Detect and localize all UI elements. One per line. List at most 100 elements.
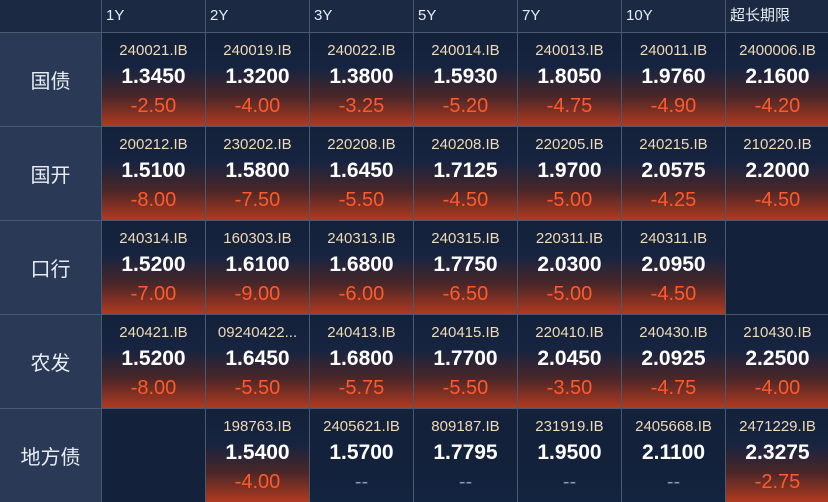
bond-cell[interactable]: 240019.IB 1.3200 -4.00 (206, 33, 309, 126)
bond-change: -2.50 (130, 95, 177, 117)
bond-cell[interactable]: 240430.IB 2.0925 -4.75 (622, 315, 725, 408)
bond-change: -5.50 (442, 377, 489, 399)
bond-cell[interactable]: 240413.IB 1.6800 -5.75 (310, 315, 413, 408)
bond-yield: 1.9760 (641, 65, 706, 88)
bond-cell[interactable]: 240313.IB 1.6800 -6.00 (310, 221, 413, 314)
bond-cell[interactable]: 2405668.IB 2.1100 -- (622, 409, 725, 502)
row-label: 国开 (0, 127, 101, 220)
bond-change: -7.00 (130, 283, 177, 305)
bond-yield: 1.7700 (433, 347, 498, 370)
header-7y: 7Y (518, 0, 621, 32)
bond-change: -- (354, 471, 369, 493)
bond-code: 240430.IB (639, 324, 708, 341)
bond-code: 240014.IB (431, 42, 500, 59)
bond-cell[interactable]: 240022.IB 1.3800 -3.25 (310, 33, 413, 126)
bond-change: -4.00 (234, 95, 281, 117)
bond-cell[interactable]: 160303.IB 1.6100 -9.00 (206, 221, 309, 314)
bond-change: -6.50 (442, 283, 489, 305)
bond-cell[interactable]: 198763.IB 1.5400 -4.00 (206, 409, 309, 502)
bond-yield: 2.1600 (745, 65, 810, 88)
bond-cell[interactable]: 231919.IB 1.9500 -- (518, 409, 621, 502)
bond-cell[interactable]: 240013.IB 1.8050 -4.75 (518, 33, 621, 126)
bond-cell[interactable]: 240215.IB 2.0575 -4.25 (622, 127, 725, 220)
bond-cell[interactable]: 220311.IB 2.0300 -5.00 (518, 221, 621, 314)
bond-cell[interactable]: 809187.IB 1.7795 -- (414, 409, 517, 502)
bond-cell[interactable]: 09240422... 1.6450 -5.50 (206, 315, 309, 408)
bond-yield: 2.0300 (537, 253, 602, 276)
bond-code: 240315.IB (431, 230, 500, 247)
bond-code: 240215.IB (639, 136, 708, 153)
bond-yield: 1.5400 (225, 441, 290, 464)
bond-code: 240314.IB (119, 230, 188, 247)
bond-yield: 1.3450 (121, 65, 186, 88)
bond-yield: 1.5100 (121, 159, 186, 182)
bond-cell[interactable]: 240314.IB 1.5200 -7.00 (102, 221, 205, 314)
bond-cell[interactable]: 2400006.IB 2.1600 -4.20 (726, 33, 828, 126)
bond-cell[interactable]: 240311.IB 2.0950 -4.50 (622, 221, 725, 314)
bond-yield: 1.5200 (121, 347, 186, 370)
bond-cell[interactable]: 240208.IB 1.7125 -4.50 (414, 127, 517, 220)
bond-change: -- (562, 471, 577, 493)
bond-yield: 1.3200 (225, 65, 290, 88)
bond-cell[interactable]: 2405621.IB 1.5700 -- (310, 409, 413, 502)
bond-code: 809187.IB (431, 418, 500, 435)
bond-change: -4.75 (546, 95, 593, 117)
row-label: 农发 (0, 315, 101, 408)
bond-code: 220410.IB (535, 324, 604, 341)
bond-yield: 1.6800 (329, 253, 394, 276)
bond-code: 231919.IB (535, 418, 604, 435)
bond-change: -4.25 (650, 189, 697, 211)
bond-cell[interactable]: 220410.IB 2.0450 -3.50 (518, 315, 621, 408)
bond-yield: 1.7125 (433, 159, 498, 182)
bond-cell[interactable]: 220208.IB 1.6450 -5.50 (310, 127, 413, 220)
bond-change: -2.75 (754, 471, 801, 493)
bond-cell[interactable]: 210430.IB 2.2500 -4.00 (726, 315, 828, 408)
bond-code: 240019.IB (223, 42, 292, 59)
bond-cell[interactable]: 240011.IB 1.9760 -4.90 (622, 33, 725, 126)
bond-cell[interactable]: 240421.IB 1.5200 -8.00 (102, 315, 205, 408)
bond-cell[interactable]: 220205.IB 1.9700 -5.00 (518, 127, 621, 220)
bond-code: 210430.IB (743, 324, 812, 341)
header-5y: 5Y (414, 0, 517, 32)
bond-code: 2405621.IB (323, 418, 400, 435)
bond-yield: 2.0575 (641, 159, 706, 182)
bond-yield: 1.6100 (225, 253, 290, 276)
bond-code: 210220.IB (743, 136, 812, 153)
bond-cell[interactable]: 240014.IB 1.5930 -5.20 (414, 33, 517, 126)
bond-code: 220208.IB (327, 136, 396, 153)
row-label: 口行 (0, 221, 101, 314)
row-label: 国债 (0, 33, 101, 126)
bond-cell[interactable]: 210220.IB 2.2000 -4.50 (726, 127, 828, 220)
bond-cell[interactable]: 240415.IB 1.7700 -5.50 (414, 315, 517, 408)
bond-change: -- (666, 471, 681, 493)
bond-yield: 2.0925 (641, 347, 706, 370)
bond-code: 240311.IB (639, 230, 708, 247)
bond-code: 198763.IB (223, 418, 292, 435)
bond-yield: 1.6450 (329, 159, 394, 182)
bond-cell (726, 221, 828, 314)
bond-change: -5.50 (234, 377, 281, 399)
bond-code: 240013.IB (535, 42, 604, 59)
bond-change: -5.00 (546, 283, 593, 305)
bond-change: -4.50 (442, 189, 489, 211)
bond-yield: 1.8050 (537, 65, 602, 88)
header-ultra-long: 超长期限 (726, 0, 828, 32)
bond-cell[interactable]: 200212.IB 1.5100 -8.00 (102, 127, 205, 220)
bond-change: -8.00 (130, 377, 177, 399)
bond-change: -8.00 (130, 189, 177, 211)
header-10y: 10Y (622, 0, 725, 32)
header-2y: 2Y (206, 0, 309, 32)
bond-cell[interactable]: 240021.IB 1.3450 -2.50 (102, 33, 205, 126)
bond-code: 240208.IB (431, 136, 500, 153)
bond-cell[interactable]: 240315.IB 1.7750 -6.50 (414, 221, 517, 314)
bond-code: 2405668.IB (635, 418, 712, 435)
bond-change: -7.50 (234, 189, 281, 211)
bond-code: 240021.IB (119, 42, 188, 59)
bond-change: -5.20 (442, 95, 489, 117)
bond-cell[interactable]: 230202.IB 1.5800 -7.50 (206, 127, 309, 220)
bond-yield: 1.6450 (225, 347, 290, 370)
header-corner (0, 0, 101, 32)
bond-cell[interactable]: 2471229.IB 2.3275 -2.75 (726, 409, 828, 502)
bond-change: -5.50 (338, 189, 385, 211)
bond-yield: 1.7750 (433, 253, 498, 276)
